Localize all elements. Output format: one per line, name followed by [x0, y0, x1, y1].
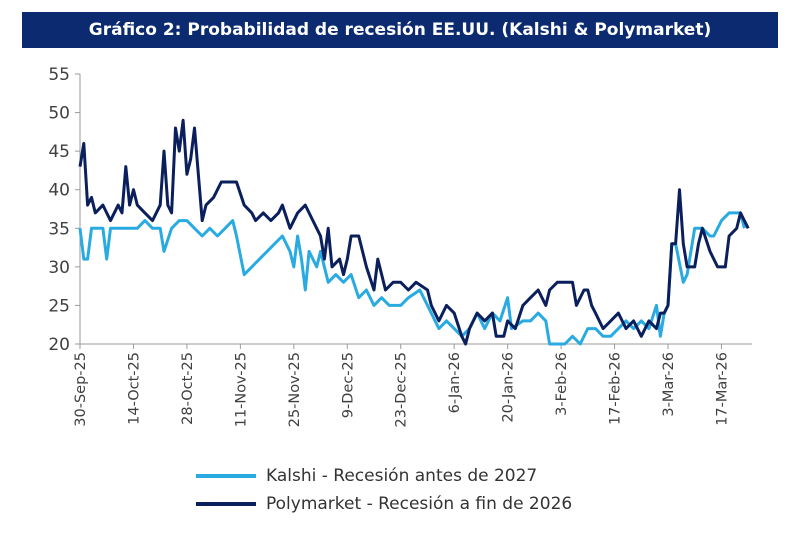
- x-tick-label: 17-Feb-26: [608, 352, 624, 425]
- series-line-polymarket: [78, 118, 750, 346]
- x-tick-label: 17-Mar-26: [714, 352, 730, 426]
- legend-swatch-polymarket: [196, 502, 256, 506]
- y-tick-label: 45: [48, 142, 70, 162]
- y-tick-label: 55: [48, 65, 70, 85]
- legend-item-polymarket: Polymarket - Recesión a fin de 2026: [196, 490, 572, 518]
- x-tick-label: 14-Oct-25: [126, 352, 142, 425]
- y-tick-label: 40: [48, 181, 70, 201]
- x-tick-label: 3-Mar-26: [661, 352, 677, 417]
- chart-title: Gráfico 2: Probabilidad de recesión EE.U…: [22, 12, 778, 48]
- legend-swatch-kalshi: [196, 474, 256, 478]
- x-tick-label: 11-Nov-25: [233, 352, 249, 427]
- series-line-kalshi: [78, 211, 746, 346]
- legend-label-kalshi: Kalshi - Recesión antes de 2027: [266, 466, 538, 486]
- chart-legend: Kalshi - Recesión antes de 2027 Polymark…: [196, 462, 572, 518]
- x-tick-label: 20-Jan-26: [501, 352, 517, 423]
- legend-label-polymarket: Polymarket - Recesión a fin de 2026: [266, 494, 573, 514]
- y-tick-label: 35: [48, 219, 70, 239]
- y-tick-label: 25: [48, 296, 70, 316]
- x-tick-label: 3-Feb-26: [554, 352, 570, 416]
- y-tick-label: 20: [48, 335, 70, 355]
- x-tick-label: 28-Oct-25: [180, 352, 196, 425]
- x-tick-label: 6-Jan-26: [447, 352, 463, 413]
- chart-series: [78, 118, 750, 346]
- y-tick-label: 30: [48, 258, 70, 278]
- x-tick-label: 25-Nov-25: [287, 352, 303, 427]
- y-tick-label: 50: [48, 104, 70, 124]
- x-tick-label: 9-Dec-25: [340, 352, 356, 418]
- legend-item-kalshi: Kalshi - Recesión antes de 2027: [196, 462, 572, 490]
- x-tick-label: 30-Sep-25: [73, 352, 89, 427]
- x-tick-label: 23-Dec-25: [394, 352, 410, 427]
